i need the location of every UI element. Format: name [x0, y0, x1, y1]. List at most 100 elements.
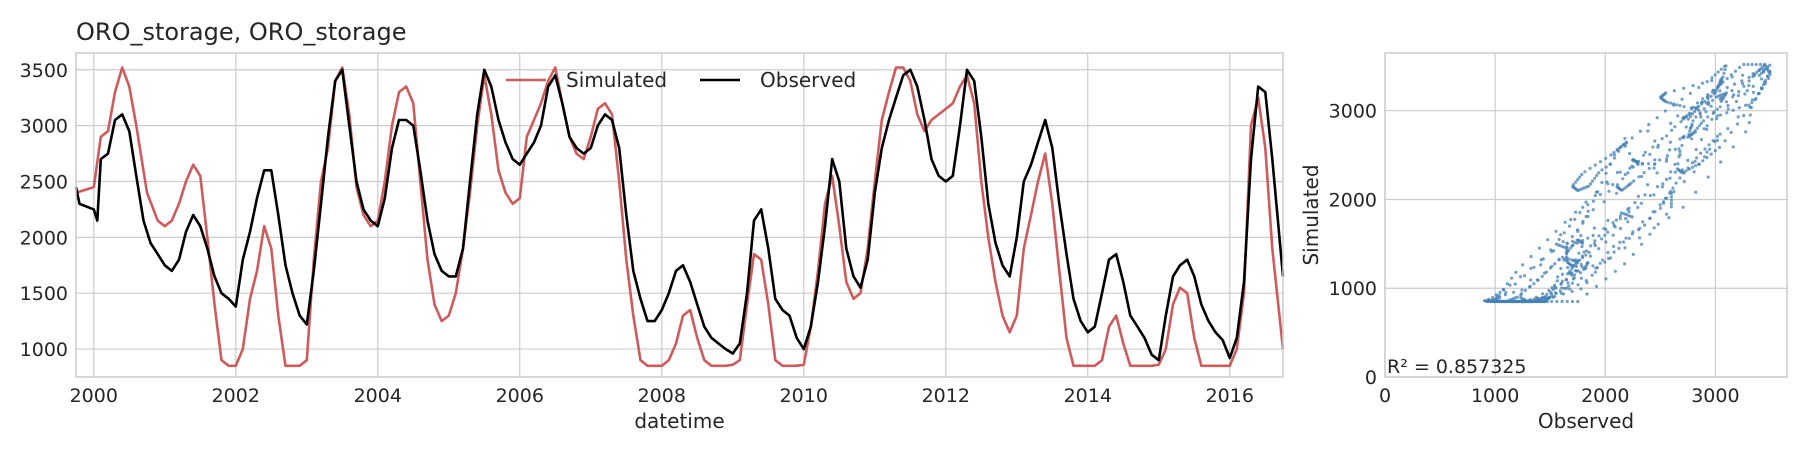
scatter-point	[1711, 111, 1715, 115]
scatter-y-tick-label: 0	[1365, 367, 1377, 389]
scatter-point	[1592, 242, 1596, 246]
chart-title: ORO_storage, ORO_storage	[76, 18, 407, 46]
scatter-point	[1713, 140, 1717, 144]
scatter-point	[1613, 225, 1617, 229]
scatter-point	[1738, 65, 1742, 70]
scatter-point	[1630, 136, 1634, 140]
scatter-point	[1554, 229, 1558, 233]
scatter-point	[1710, 76, 1714, 80]
scatter-point	[1672, 102, 1676, 106]
scatter-point	[1695, 101, 1700, 105]
scatter-point	[1723, 139, 1727, 143]
scatter-point	[1570, 289, 1574, 293]
scatter-point	[1697, 162, 1701, 166]
scatter-point	[1648, 152, 1652, 156]
timeseries-x-ticks: 2000 2002 2004 2006 2008 2010 2012 2014 2016	[70, 385, 1254, 407]
scatter-point	[1747, 103, 1751, 107]
timeseries-frame	[75, 52, 1284, 378]
scatter-point	[1612, 250, 1616, 254]
scatter-point	[1710, 79, 1714, 83]
scatter-point	[1682, 171, 1686, 175]
scatter-point	[1636, 159, 1640, 163]
scatter-point	[1623, 262, 1627, 266]
scatter-point	[1647, 162, 1651, 166]
scatter-point	[1497, 293, 1501, 297]
scatter-point	[1718, 80, 1722, 84]
timeseries-x-axis-label: datetime	[634, 409, 724, 433]
scatter-point	[1579, 287, 1583, 291]
scatter-point	[1725, 76, 1729, 81]
scatter-x-tick-label: 3000	[1691, 385, 1739, 407]
scatter-point	[1570, 235, 1574, 239]
scatter-point	[1684, 125, 1688, 129]
scatter-point	[1697, 85, 1701, 90]
scatter-point	[1627, 210, 1631, 214]
scatter-point	[1658, 158, 1662, 162]
scatter-point	[1700, 81, 1704, 85]
scatter-point	[1576, 228, 1580, 232]
scatter-point	[1747, 79, 1751, 83]
scatter-point	[1705, 124, 1709, 128]
scatter-point	[1699, 115, 1703, 119]
scatter-point	[1643, 150, 1647, 154]
scatter-point	[1611, 221, 1615, 225]
scatter-point	[1611, 244, 1616, 248]
scatter-point	[1539, 263, 1543, 267]
scatter-point	[1483, 299, 1487, 303]
scatter-point	[1503, 293, 1507, 297]
scatter-point	[1668, 191, 1672, 195]
scatter-point	[1621, 177, 1625, 181]
x-tick-label: 2014	[1064, 385, 1112, 407]
scatter-point	[1583, 170, 1587, 174]
timeseries-y-ticks: 1000 1500 2000 2500 3000 3500	[20, 60, 68, 361]
scatter-point	[1664, 159, 1669, 163]
scatter-point	[1559, 282, 1563, 286]
scatter-point	[1615, 170, 1619, 175]
scatter-point	[1718, 132, 1722, 136]
scatter-point	[1573, 217, 1577, 221]
scatter-point	[1626, 171, 1630, 175]
scatter-point	[1736, 93, 1740, 98]
scatter-point	[1569, 246, 1573, 250]
scatter-point	[1502, 299, 1506, 304]
scatter-point	[1639, 201, 1643, 205]
scatter-point	[1705, 150, 1709, 154]
scatter-point	[1684, 169, 1688, 173]
scatter-point	[1730, 89, 1734, 93]
scatter-point	[1541, 296, 1545, 300]
scatter-point	[1562, 231, 1566, 235]
scatter-point	[1640, 174, 1644, 179]
scatter-point	[1734, 99, 1739, 104]
scatter-point	[1606, 250, 1610, 255]
scatter-point	[1665, 157, 1669, 161]
scatter-point	[1640, 242, 1644, 246]
scatter-point	[1726, 107, 1730, 111]
scatter-point	[1598, 261, 1602, 265]
scatter-point	[1702, 127, 1706, 131]
scatter-point	[1605, 180, 1609, 184]
scatter-point	[1731, 108, 1735, 112]
scatter-point	[1568, 287, 1572, 291]
scatter-point	[1680, 168, 1685, 172]
scatter-point	[1759, 87, 1764, 91]
scatter-point	[1718, 89, 1722, 93]
scatter-point	[1725, 111, 1729, 115]
scatter-point	[1637, 175, 1641, 179]
scatter-point	[1711, 98, 1715, 102]
scatter-point	[1586, 236, 1590, 240]
scatter-point	[1669, 202, 1673, 206]
scatter-point	[1594, 284, 1599, 288]
scatter-point	[1538, 299, 1542, 303]
scatter-point	[1586, 209, 1590, 213]
scatter-point	[1553, 291, 1558, 295]
scatter-point	[1682, 134, 1686, 138]
scatter-point	[1676, 114, 1680, 118]
scatter-point	[1687, 132, 1691, 136]
scatter-point	[1675, 103, 1679, 107]
scatter-point	[1751, 72, 1755, 76]
scatter-point	[1652, 226, 1656, 230]
scatter-point	[1677, 147, 1681, 151]
scatter-point	[1612, 153, 1616, 157]
scatter-point	[1697, 124, 1701, 128]
x-tick-label: 2006	[496, 385, 544, 407]
